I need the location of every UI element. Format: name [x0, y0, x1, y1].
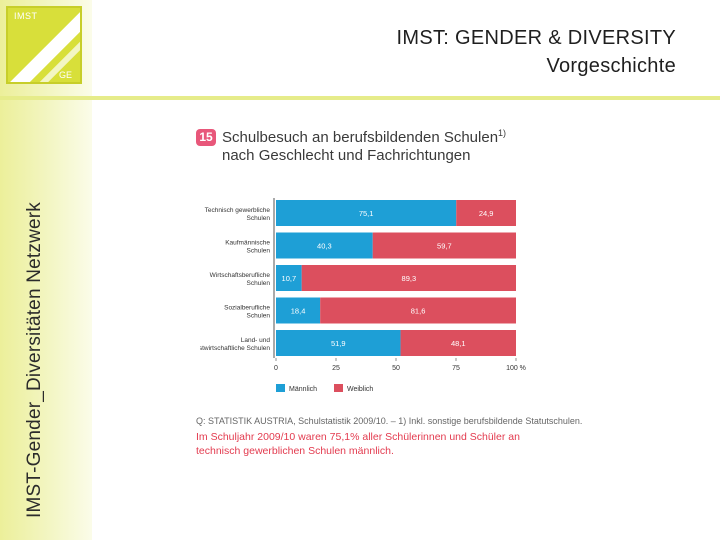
left-accent-band	[0, 0, 92, 540]
footnote-marker: 1)	[498, 128, 507, 138]
figure-title-line2: nach Geschlecht und Fachrichtungen	[222, 147, 471, 164]
stacked-bar-chart: Technisch gewerbliche Schulen 75,1 24,9 Kauf…	[200, 198, 526, 393]
value-label-male: 40,3	[317, 242, 332, 251]
value-label-female: 48,1	[451, 339, 466, 348]
category-label: Technisch gewerbliche Schulen	[205, 207, 271, 222]
category-label: Sozialberufliche Schulen	[224, 305, 270, 320]
source-note: Q: STATISTIK AUSTRIA, Schulstatistik 200…	[196, 416, 583, 426]
legend-swatch-male	[276, 384, 285, 392]
legend-label-male: Männlich	[289, 386, 317, 393]
bar-female	[400, 330, 516, 356]
value-label-female: 59,7	[437, 242, 452, 251]
bar-male	[276, 232, 373, 259]
bar-female	[301, 265, 516, 291]
vertical-network-title: IMST-Gender_Diversitäten Netzwerk	[24, 202, 45, 518]
value-label-male: 75,1	[359, 209, 374, 218]
value-label-female: 81,6	[411, 307, 426, 316]
slide-subtitle: Vorgeschichte	[546, 55, 676, 77]
value-label-male: 51,9	[331, 339, 346, 348]
legend-swatch-female	[334, 384, 343, 392]
value-label-male: 18,4	[291, 307, 306, 316]
bar-male	[276, 330, 401, 356]
figure-title-line1: Schulbesuch an berufsbildenden Schulen1)	[222, 128, 507, 146]
header-divider	[0, 96, 720, 100]
x-tick-label: 100 %	[506, 365, 526, 372]
bar-male	[276, 200, 457, 226]
bar-female	[456, 200, 516, 226]
category-label: Land- undforstwirtschaftliche Schulen	[200, 337, 270, 352]
slide-title: IMST: GENDER & DIVERSITY Vorgeschichte	[397, 24, 676, 80]
logo-text-bottom: GE	[58, 70, 72, 80]
slide-title-line1: IMST: GENDER & DIVERSITY	[396, 27, 676, 49]
imst-logo: IMST GE	[6, 6, 82, 84]
bar-male	[276, 265, 302, 291]
category-label: Wirtschaftsberufliche Schulen	[210, 272, 271, 287]
bar-female	[320, 297, 516, 324]
figure-number-badge: 15	[196, 129, 216, 146]
highlight-note: Im Schuljahr 2009/10 waren 75,1% aller S…	[196, 431, 520, 457]
bar-female	[372, 232, 516, 259]
value-label-female: 89,3	[402, 274, 417, 283]
category-label: Kaufmännische Schulen	[225, 240, 270, 255]
x-tick-label: 75	[452, 365, 460, 372]
value-label-male: 10,7	[282, 274, 297, 283]
logo-text-top: IMST	[14, 11, 38, 21]
value-label-female: 24,9	[479, 209, 494, 218]
legend-label-female: Weiblich	[347, 386, 373, 393]
x-tick-label: 25	[332, 365, 340, 372]
x-tick-label: 0	[274, 365, 278, 372]
bar-male	[276, 297, 321, 324]
x-tick-label: 50	[392, 365, 400, 372]
